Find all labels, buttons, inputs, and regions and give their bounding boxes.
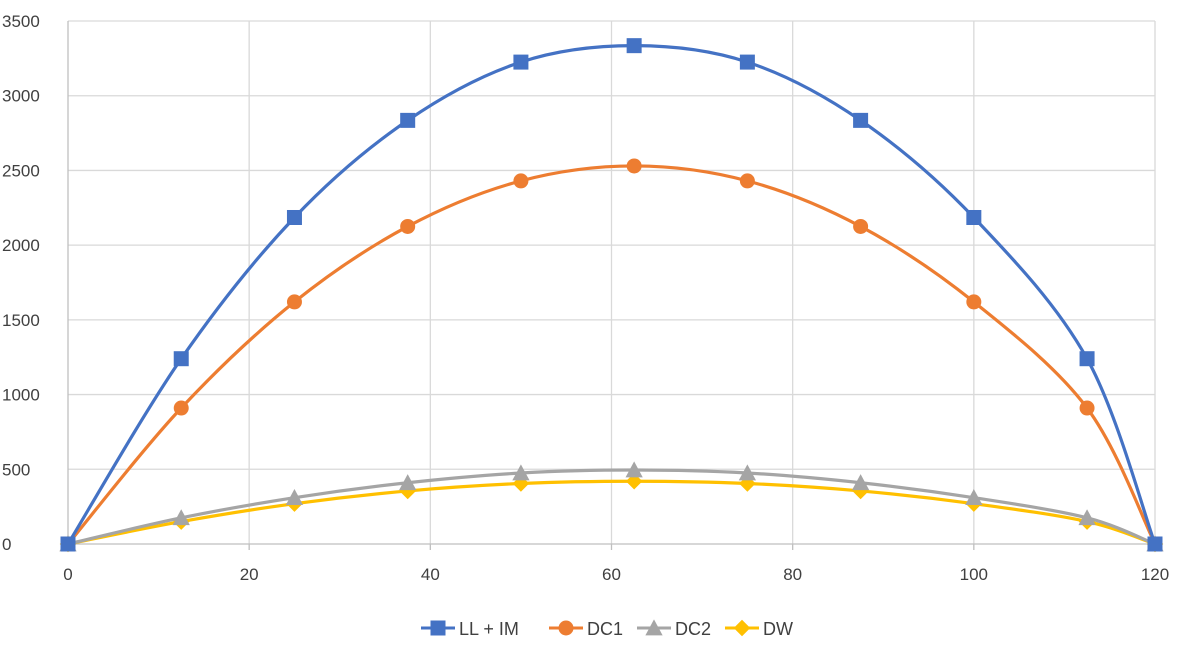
legend-label: DC2 <box>675 619 711 639</box>
data-point <box>400 218 416 234</box>
data-point <box>1147 536 1163 552</box>
data-point <box>400 112 416 128</box>
data-point <box>60 536 76 552</box>
data-point <box>1079 351 1095 367</box>
x-tick-label: 80 <box>783 565 802 584</box>
series-dc2 <box>59 461 1164 552</box>
data-point <box>853 112 869 128</box>
data-point <box>626 38 642 54</box>
legend-marker <box>645 619 663 636</box>
data-point <box>512 464 530 481</box>
data-point <box>399 474 417 491</box>
data-point <box>1078 509 1096 526</box>
x-tick-label: 120 <box>1141 565 1169 584</box>
legend: LL + IM DC1 DC2 DW <box>421 619 793 639</box>
x-tick-label: 20 <box>240 565 259 584</box>
y-tick-label: 3500 <box>2 12 40 31</box>
y-tick-label: 3000 <box>2 87 40 106</box>
data-point <box>626 158 642 174</box>
y-tick-label: 500 <box>2 460 30 479</box>
legend-label: LL + IM <box>459 619 519 639</box>
series-ll-im <box>60 38 1163 552</box>
x-tick-label: 60 <box>602 565 621 584</box>
data-point <box>965 489 983 506</box>
data-point <box>285 489 304 506</box>
data-point <box>625 461 643 478</box>
data-point <box>1079 400 1095 416</box>
y-tick-label: 2500 <box>2 161 40 180</box>
data-point <box>853 218 869 234</box>
y-tick-label: 1000 <box>2 386 40 405</box>
legend-label: DC1 <box>587 619 623 639</box>
x-tick-label: 40 <box>421 565 440 584</box>
gridlines <box>68 20 1156 544</box>
data-point <box>286 294 302 310</box>
y-tick-label: 1500 <box>2 311 40 330</box>
legend-marker <box>558 620 574 636</box>
data-point <box>173 400 189 416</box>
axes: 0 500 1000 1500 2000 2500 3000 3500 0 20 40 60 80 100… <box>2 12 1169 584</box>
legend-label: DW <box>763 619 793 639</box>
legend-marker <box>733 619 751 637</box>
data-point <box>738 464 756 481</box>
legend-entry: LL + IM <box>421 619 519 639</box>
legend-entry: DW <box>725 619 793 639</box>
data-point <box>966 209 982 225</box>
data-point <box>513 173 529 189</box>
x-tick-label: 0 <box>63 565 72 584</box>
data-point <box>851 474 870 491</box>
x-tick-label: 100 <box>960 565 988 584</box>
data-point <box>739 173 755 189</box>
y-tick-label: 0 <box>2 535 11 554</box>
data-point <box>172 509 190 526</box>
y-tick-label: 2000 <box>2 236 40 255</box>
legend-marker <box>430 620 446 636</box>
legend-entry: DC2 <box>637 619 711 639</box>
series-lines <box>59 38 1164 553</box>
data-point <box>513 54 529 70</box>
data-point <box>173 351 189 367</box>
data-point <box>966 294 982 310</box>
data-point <box>286 209 302 225</box>
legend-entry: DC1 <box>549 619 623 639</box>
data-point <box>739 54 755 70</box>
